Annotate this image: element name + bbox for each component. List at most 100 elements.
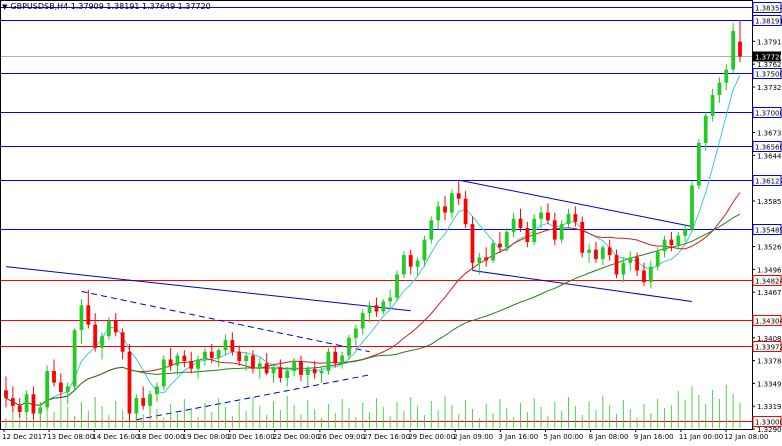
candle [683, 224, 687, 242]
time-tick-label: 22 Dec 00:00 [273, 433, 320, 441]
candle [381, 299, 385, 314]
candle-body [676, 236, 680, 245]
candle [306, 366, 310, 387]
price-tick-label: 1.35850 [757, 198, 782, 206]
candle [272, 363, 276, 382]
candle [649, 260, 653, 288]
candle [628, 251, 632, 270]
time-tick-label: 8 Jan 08:00 [589, 433, 629, 441]
level-label: 1.35489 [755, 227, 782, 235]
candle-body [4, 390, 8, 398]
candle [457, 180, 461, 205]
level-label: 1.34304 [755, 318, 782, 326]
candle-body [251, 356, 255, 369]
candle-body [553, 220, 557, 239]
candle [162, 356, 166, 391]
candle-body [546, 213, 550, 221]
candle-body [196, 359, 200, 368]
level-label: 1.37000 [755, 110, 782, 118]
time-tick-label: 20 Dec 16:00 [228, 433, 275, 441]
candle-body [635, 257, 639, 270]
time-tick-label: 3 Jan 16:00 [498, 433, 538, 441]
candle [100, 332, 104, 359]
candle-body [313, 369, 317, 374]
candle [546, 203, 550, 224]
candle [203, 348, 207, 366]
trendline-long-resistance [6, 267, 411, 311]
candle-body [608, 247, 612, 255]
candle [347, 335, 351, 360]
time-tick-label: 26 Dec 09:00 [318, 433, 365, 441]
candle-body [38, 407, 42, 413]
candle-body [519, 219, 523, 228]
candle-body [628, 257, 632, 262]
time-tick-label: 12 Dec 2017 [2, 433, 47, 441]
candle [601, 245, 605, 265]
candle-body [649, 267, 653, 282]
candle-body [532, 219, 536, 242]
candle-body [567, 214, 571, 224]
candle-body [429, 220, 433, 239]
time-tick-label: 9 Jan 16:00 [634, 433, 674, 441]
candle-body [704, 116, 708, 143]
candle [704, 112, 708, 151]
candle-body [471, 224, 475, 263]
candle-body [148, 394, 152, 406]
candle-body [560, 224, 564, 239]
price-tick-label: 1.33490 [757, 380, 782, 388]
price-tick-label: 1.37325 [757, 84, 782, 92]
time-tick-label: 27 Dec 16:00 [363, 433, 410, 441]
candle [196, 356, 200, 379]
candle-body [738, 42, 742, 57]
candle-body [292, 361, 296, 371]
candle [553, 213, 557, 245]
time-tick-label: 11 Jan 00:00 [679, 433, 723, 441]
candle-body [258, 363, 262, 368]
candle-body [491, 243, 495, 260]
candle-body [182, 356, 186, 361]
candle-body [169, 359, 173, 365]
time-tick-label: 12 Jan 08:00 [724, 433, 768, 441]
time-tick-label: 19 Dec 08:00 [183, 433, 230, 441]
candle-body [18, 406, 22, 412]
candle [402, 251, 406, 278]
candle [114, 313, 118, 336]
candle [395, 271, 399, 302]
candle-body [443, 206, 447, 212]
candle-body [203, 352, 207, 360]
candle [724, 64, 728, 90]
trendlines-layer [6, 180, 692, 420]
candle-body [217, 350, 221, 358]
candle-body [93, 325, 97, 348]
candle [340, 352, 344, 369]
candle [450, 189, 454, 218]
time-tick-label: 14 Dec 16:00 [92, 433, 139, 441]
candle-body [539, 213, 543, 219]
candle-body [594, 250, 598, 259]
candle [464, 191, 468, 228]
candle-body [306, 369, 310, 375]
candle-body [320, 371, 324, 373]
candle [580, 216, 584, 257]
candle-body [327, 352, 331, 371]
time-tick-label: 2 Jan 09:00 [453, 433, 493, 441]
candle-body [66, 386, 70, 391]
candle [182, 350, 186, 367]
candle-body [100, 336, 104, 348]
candle-body [670, 240, 674, 245]
candle-body [230, 340, 234, 352]
price-tick-label: 1.34965 [757, 266, 782, 274]
candle [45, 366, 49, 410]
candle [155, 383, 159, 402]
candle-body [134, 398, 138, 413]
candle-body [395, 274, 399, 297]
candle [436, 201, 440, 230]
level-label: 1.38191 [755, 18, 782, 26]
candle [327, 348, 331, 375]
menu-chevron-icon[interactable]: ▼ [2, 3, 7, 11]
candle-body [601, 247, 605, 259]
candle-body [114, 321, 118, 333]
candle [354, 325, 358, 346]
